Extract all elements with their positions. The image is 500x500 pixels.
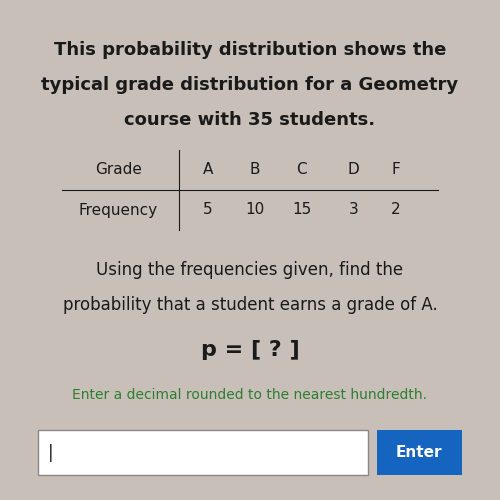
Text: D: D (348, 162, 360, 178)
Text: 5: 5 (203, 202, 212, 218)
Text: Frequency: Frequency (78, 202, 158, 218)
Text: Enter: Enter (396, 445, 442, 460)
Text: This probability distribution shows the: This probability distribution shows the (54, 41, 446, 59)
Text: C: C (296, 162, 307, 178)
Text: |: | (48, 444, 54, 462)
FancyBboxPatch shape (38, 430, 368, 475)
Text: typical grade distribution for a Geometry: typical grade distribution for a Geometr… (42, 76, 459, 94)
Text: B: B (250, 162, 260, 178)
Text: Using the frequencies given, find the: Using the frequencies given, find the (96, 261, 404, 279)
Text: Enter a decimal rounded to the nearest hundredth.: Enter a decimal rounded to the nearest h… (72, 388, 428, 402)
Text: Grade: Grade (95, 162, 142, 178)
FancyBboxPatch shape (377, 430, 462, 475)
Text: F: F (392, 162, 400, 178)
Text: 2: 2 (391, 202, 400, 218)
Text: 10: 10 (245, 202, 264, 218)
Text: course with 35 students.: course with 35 students. (124, 111, 376, 129)
Text: probability that a student earns a grade of A.: probability that a student earns a grade… (62, 296, 438, 314)
Text: 3: 3 (348, 202, 358, 218)
Text: 15: 15 (292, 202, 312, 218)
Text: p = [ ? ]: p = [ ? ] (200, 340, 300, 360)
Text: A: A (202, 162, 213, 178)
